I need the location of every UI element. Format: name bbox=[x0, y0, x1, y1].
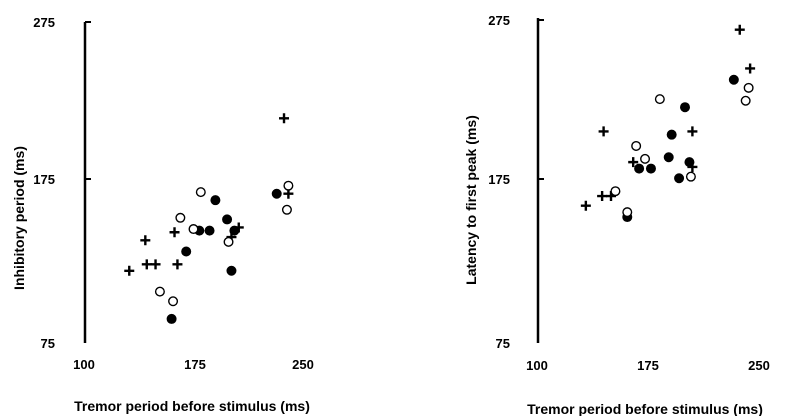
left-filled-circle-point-8 bbox=[272, 189, 281, 198]
right-filled-circle-point-6 bbox=[681, 103, 690, 112]
right-x-axis-title: Tremor period before stimulus (ms) bbox=[527, 401, 763, 416]
right-open-circle-point-5 bbox=[687, 172, 696, 181]
left-filled-circle-point-6 bbox=[227, 266, 236, 275]
right-y-axis-title: Latency to first peak (ms) bbox=[463, 115, 479, 285]
left-open-circle-point-4 bbox=[197, 188, 206, 197]
right-y-tick-label-mid: 175 bbox=[488, 172, 510, 187]
right-y-tick-label-bottom: 75 bbox=[496, 336, 510, 351]
left-y-tick-label-top: 275 bbox=[33, 15, 55, 30]
left-open-circle-point-5 bbox=[224, 238, 233, 247]
right-plus-point-1 bbox=[597, 191, 607, 201]
right-plus-point-6 bbox=[687, 126, 697, 136]
left-y-tick-label-bottom: 75 bbox=[41, 336, 55, 351]
left-plus-point-0 bbox=[124, 266, 134, 276]
right-filled-circle-point-3 bbox=[664, 153, 673, 162]
right-open-circle-point-2 bbox=[632, 142, 641, 151]
left-open-circle-point-6 bbox=[283, 205, 292, 214]
left-open-circle-point-0 bbox=[156, 287, 165, 296]
right-y-tick-label-top: 275 bbox=[488, 13, 510, 28]
right-chart: 275 175 75 100 175 250 Latency to first … bbox=[463, 13, 770, 416]
left-y-tick-label-mid: 175 bbox=[33, 172, 55, 187]
left-open-circle-point-3 bbox=[189, 225, 198, 234]
left-filled-circle-point-0 bbox=[167, 315, 176, 324]
left-open-circle-point-7 bbox=[284, 181, 293, 190]
right-open-circle-point-3 bbox=[641, 155, 650, 164]
right-x-tick-label-right: 250 bbox=[748, 358, 770, 373]
right-open-circle-point-4 bbox=[656, 95, 665, 104]
left-filled-circle-point-3 bbox=[205, 226, 214, 235]
left-plus-point-5 bbox=[170, 227, 180, 237]
right-filled-circle-point-4 bbox=[667, 130, 676, 139]
right-x-tick-label-mid: 175 bbox=[637, 358, 659, 373]
left-plus-point-2 bbox=[142, 259, 152, 269]
left-plus-point-4 bbox=[172, 259, 182, 269]
left-x-axis-title: Tremor period before stimulus (ms) bbox=[74, 398, 310, 414]
right-filled-circle-point-2 bbox=[647, 164, 656, 173]
right-plus-point-8 bbox=[745, 63, 755, 73]
left-filled-circle-point-7 bbox=[230, 226, 239, 235]
right-filled-circle-point-7 bbox=[685, 158, 694, 167]
left-x-tick-label-right: 250 bbox=[292, 357, 314, 372]
left-filled-circle-point-4 bbox=[211, 196, 220, 205]
right-plus-point-3 bbox=[599, 126, 609, 136]
right-filled-circle-point-1 bbox=[635, 164, 644, 173]
left-chart: 275 175 75 100 175 250 Inhibitory period… bbox=[11, 15, 314, 414]
left-plus-point-1 bbox=[140, 235, 150, 245]
right-open-circle-point-1 bbox=[623, 208, 632, 217]
left-y-axis-title: Inhibitory period (ms) bbox=[11, 146, 27, 290]
left-filled-circle-point-5 bbox=[223, 215, 232, 224]
left-filled-circle-point-1 bbox=[182, 247, 191, 256]
left-x-tick-label-mid: 175 bbox=[184, 357, 206, 372]
right-open-circle-point-6 bbox=[741, 96, 750, 105]
left-x-tick-label-left: 100 bbox=[73, 357, 95, 372]
left-open-circle-point-1 bbox=[169, 297, 178, 306]
left-plus-point-8 bbox=[279, 113, 289, 123]
right-filled-circle-point-8 bbox=[730, 75, 739, 84]
left-points-layer bbox=[124, 113, 293, 323]
right-open-circle-point-0 bbox=[611, 187, 620, 196]
left-open-circle-point-2 bbox=[176, 214, 185, 223]
right-points-layer bbox=[581, 25, 755, 222]
right-open-circle-point-7 bbox=[744, 84, 753, 93]
left-plus-point-3 bbox=[151, 259, 161, 269]
right-plus-point-0 bbox=[581, 201, 591, 211]
right-x-tick-label-left: 100 bbox=[526, 358, 548, 373]
right-filled-circle-point-5 bbox=[675, 174, 684, 183]
right-plus-point-7 bbox=[735, 25, 745, 35]
